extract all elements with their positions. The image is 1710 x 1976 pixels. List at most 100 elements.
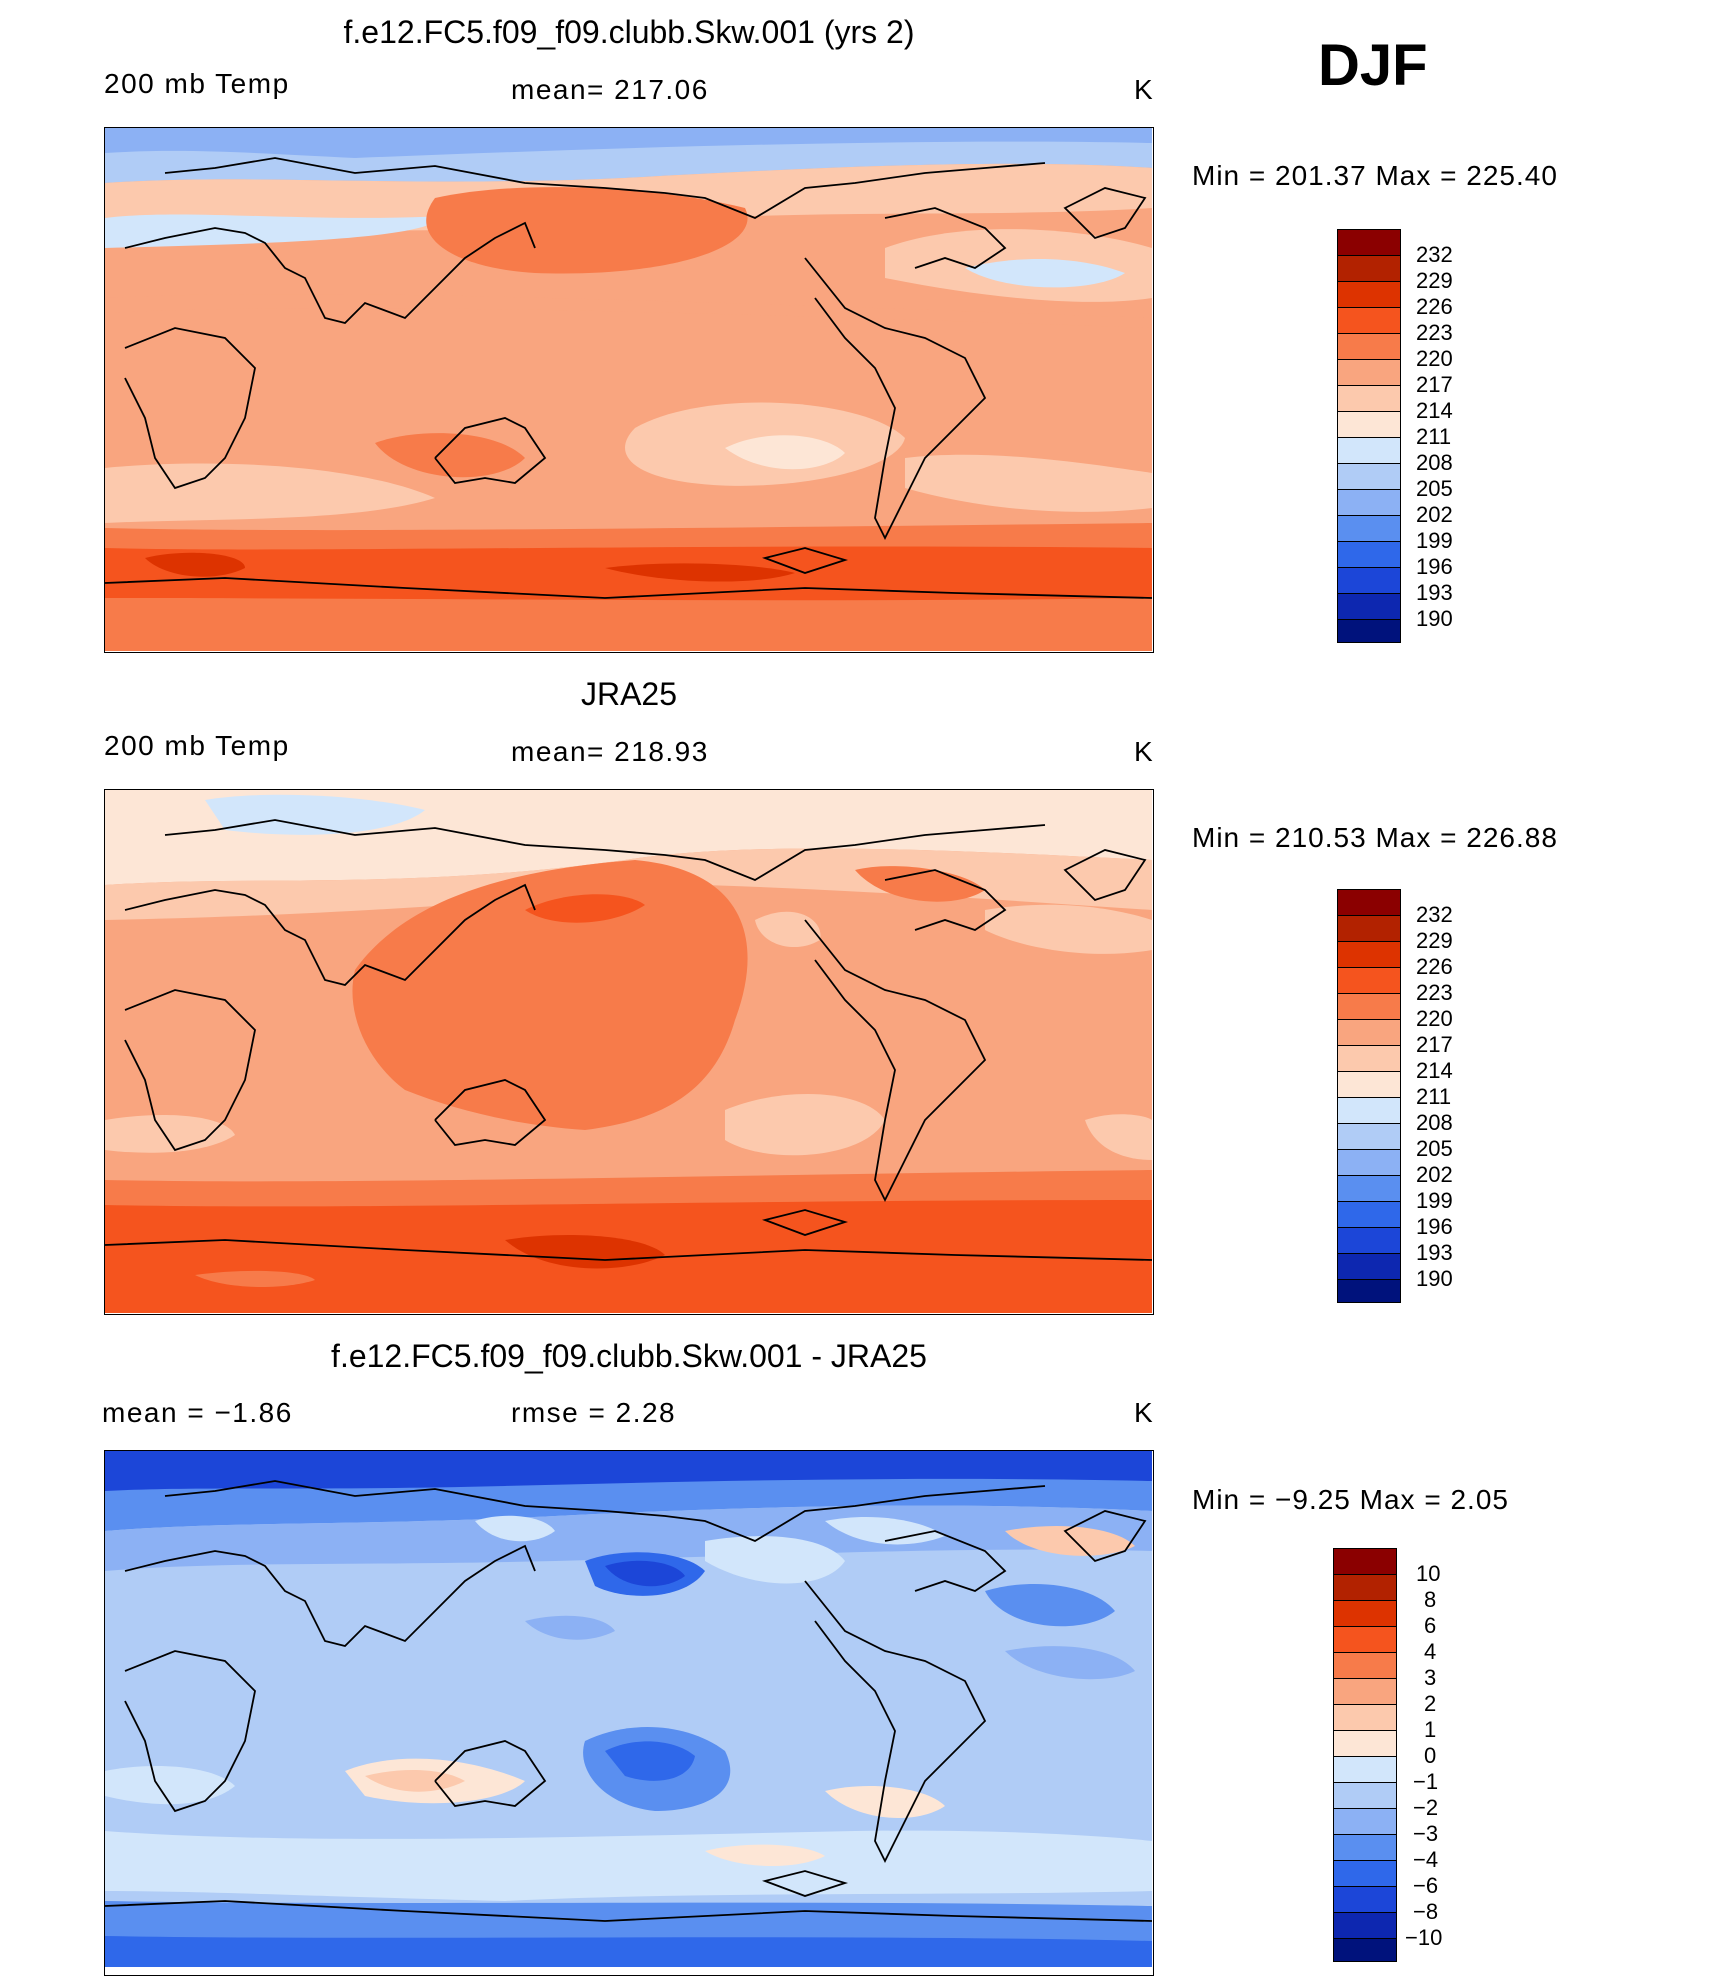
colorbar-swatch — [1338, 1020, 1400, 1046]
colorbar-swatch — [1338, 282, 1400, 308]
panel-title: f.e12.FC5.f09_f09.clubb.Skw.001 (yrs 2) — [343, 14, 915, 50]
colorbar-tick: −8 — [1413, 1899, 1439, 1924]
colorbar-tick: 0 — [1424, 1743, 1437, 1768]
colorbar-swatch — [1334, 1757, 1396, 1783]
map-temperature-difference — [104, 1450, 1154, 1976]
mean-label: mean = −1.86 — [102, 1397, 293, 1428]
colorbar-tick: 205 — [1416, 1136, 1453, 1161]
panel-title: f.e12.FC5.f09_f09.clubb.Skw.001 - JRA25 — [331, 1338, 927, 1374]
colorbar-tick: 6 — [1424, 1613, 1437, 1638]
colorbar-swatch — [1334, 1575, 1396, 1601]
colorbar-tick: 190 — [1416, 1266, 1453, 1291]
colorbar-swatch — [1338, 1046, 1400, 1072]
colorbar-tick: 202 — [1416, 1162, 1453, 1187]
colorbar-swatch — [1338, 1280, 1400, 1302]
colorbar-tick: 8 — [1424, 1587, 1437, 1612]
colorbar-tick: 193 — [1416, 580, 1453, 605]
colorbar-tick: −10 — [1405, 1925, 1443, 1950]
reanalysis-contour-map — [105, 790, 1152, 1313]
colorbar-tick: −6 — [1413, 1873, 1439, 1898]
colorbar-swatch — [1338, 1072, 1400, 1098]
colorbar-swatch — [1338, 542, 1400, 568]
colorbar-swatch — [1338, 1228, 1400, 1254]
unit-label: K — [1134, 1397, 1155, 1428]
colorbar-tick: 208 — [1416, 1110, 1453, 1135]
colorbar-swatch — [1338, 256, 1400, 282]
colorbar-swatch — [1334, 1783, 1396, 1809]
colorbar-tick: 10 — [1416, 1561, 1441, 1586]
colorbar-tick: 220 — [1416, 346, 1453, 371]
colorbar-tick: 202 — [1416, 502, 1453, 527]
colorbar-swatch — [1334, 1809, 1396, 1835]
rmse-label: rmse = 2.28 — [511, 1397, 677, 1428]
colorbar-tick: 199 — [1416, 528, 1453, 553]
colorbar-tick: 211 — [1416, 1084, 1452, 1109]
colorbar-swatch — [1334, 1887, 1396, 1913]
colorbar-swatch — [1338, 1150, 1400, 1176]
colorbar-tick: 190 — [1416, 606, 1453, 631]
colorbar-tick: 223 — [1416, 320, 1453, 345]
colorbar-swatch — [1338, 334, 1400, 360]
colorbar-swatch — [1338, 464, 1400, 490]
colorbar-tick: −1 — [1413, 1769, 1439, 1794]
mean-label: mean= 218.93 — [511, 736, 709, 767]
colorbar-swatch — [1334, 1835, 1396, 1861]
colorbar-tick: 2 — [1424, 1691, 1437, 1716]
colorbar-swatch — [1338, 916, 1400, 942]
colorbar-tick: −2 — [1413, 1795, 1439, 1820]
colorbar-swatch — [1338, 412, 1400, 438]
colorbar-tick: 226 — [1416, 954, 1453, 979]
colorbar-swatch — [1338, 1124, 1400, 1150]
colorbar-swatch — [1338, 1254, 1400, 1280]
colorbar-swatch — [1334, 1627, 1396, 1653]
unit-label: K — [1134, 736, 1155, 767]
colorbar-tick: 232 — [1416, 242, 1453, 267]
colorbar-tick: 214 — [1416, 398, 1453, 423]
colorbar-swatch — [1334, 1549, 1396, 1575]
colorbar-swatch — [1338, 942, 1400, 968]
colorbar-swatch — [1338, 438, 1400, 464]
colorbar-swatch — [1338, 1098, 1400, 1124]
colorbar-tick: 211 — [1416, 424, 1452, 449]
colorbar-tick: 3 — [1424, 1665, 1437, 1690]
colorbar-tick: 217 — [1416, 372, 1453, 397]
colorbar-reanalysis — [1337, 889, 1401, 1303]
colorbar-swatch — [1334, 1679, 1396, 1705]
colorbar-swatch — [1338, 308, 1400, 334]
min-max-label: Min = −9.25 Max = 2.05 — [1192, 1484, 1509, 1515]
colorbar-swatch — [1338, 1202, 1400, 1228]
colorbar-swatch — [1338, 994, 1400, 1020]
unit-label: K — [1134, 74, 1155, 105]
min-max-label: Min = 201.37 Max = 225.40 — [1192, 160, 1558, 191]
model-contour-map — [105, 128, 1152, 651]
map-model-temperature — [104, 127, 1154, 653]
colorbar-tick: 217 — [1416, 1032, 1453, 1057]
colorbar-swatch — [1334, 1653, 1396, 1679]
colorbar-tick: −3 — [1413, 1821, 1439, 1846]
colorbar-swatch — [1334, 1913, 1396, 1939]
panel-title: JRA25 — [580, 676, 678, 712]
colorbar-swatch — [1338, 568, 1400, 594]
colorbar-swatch — [1338, 1176, 1400, 1202]
min-max-label: Min = 210.53 Max = 226.88 — [1192, 822, 1558, 853]
colorbar-tick: 208 — [1416, 450, 1453, 475]
map-reanalysis-temperature — [104, 789, 1154, 1315]
colorbar-swatch — [1338, 386, 1400, 412]
colorbar-swatch — [1338, 230, 1400, 256]
colorbar-tick: 229 — [1416, 268, 1453, 293]
colorbar-swatch — [1338, 516, 1400, 542]
colorbar-tick: 4 — [1424, 1639, 1437, 1664]
season-label: DJF — [1318, 33, 1428, 98]
colorbar-tick: 220 — [1416, 1006, 1453, 1031]
colorbar-difference — [1333, 1548, 1397, 1962]
colorbar-tick: −4 — [1413, 1847, 1439, 1872]
variable-label: 200 mb Temp — [104, 68, 290, 99]
colorbar-swatch — [1338, 360, 1400, 386]
difference-contour-map — [105, 1451, 1152, 1967]
colorbar-tick: 223 — [1416, 980, 1453, 1005]
colorbar-swatch — [1338, 594, 1400, 620]
colorbar-swatch — [1334, 1705, 1396, 1731]
colorbar-tick: 214 — [1416, 1058, 1453, 1083]
variable-label: 200 mb Temp — [104, 730, 290, 761]
colorbar-swatch — [1334, 1731, 1396, 1757]
